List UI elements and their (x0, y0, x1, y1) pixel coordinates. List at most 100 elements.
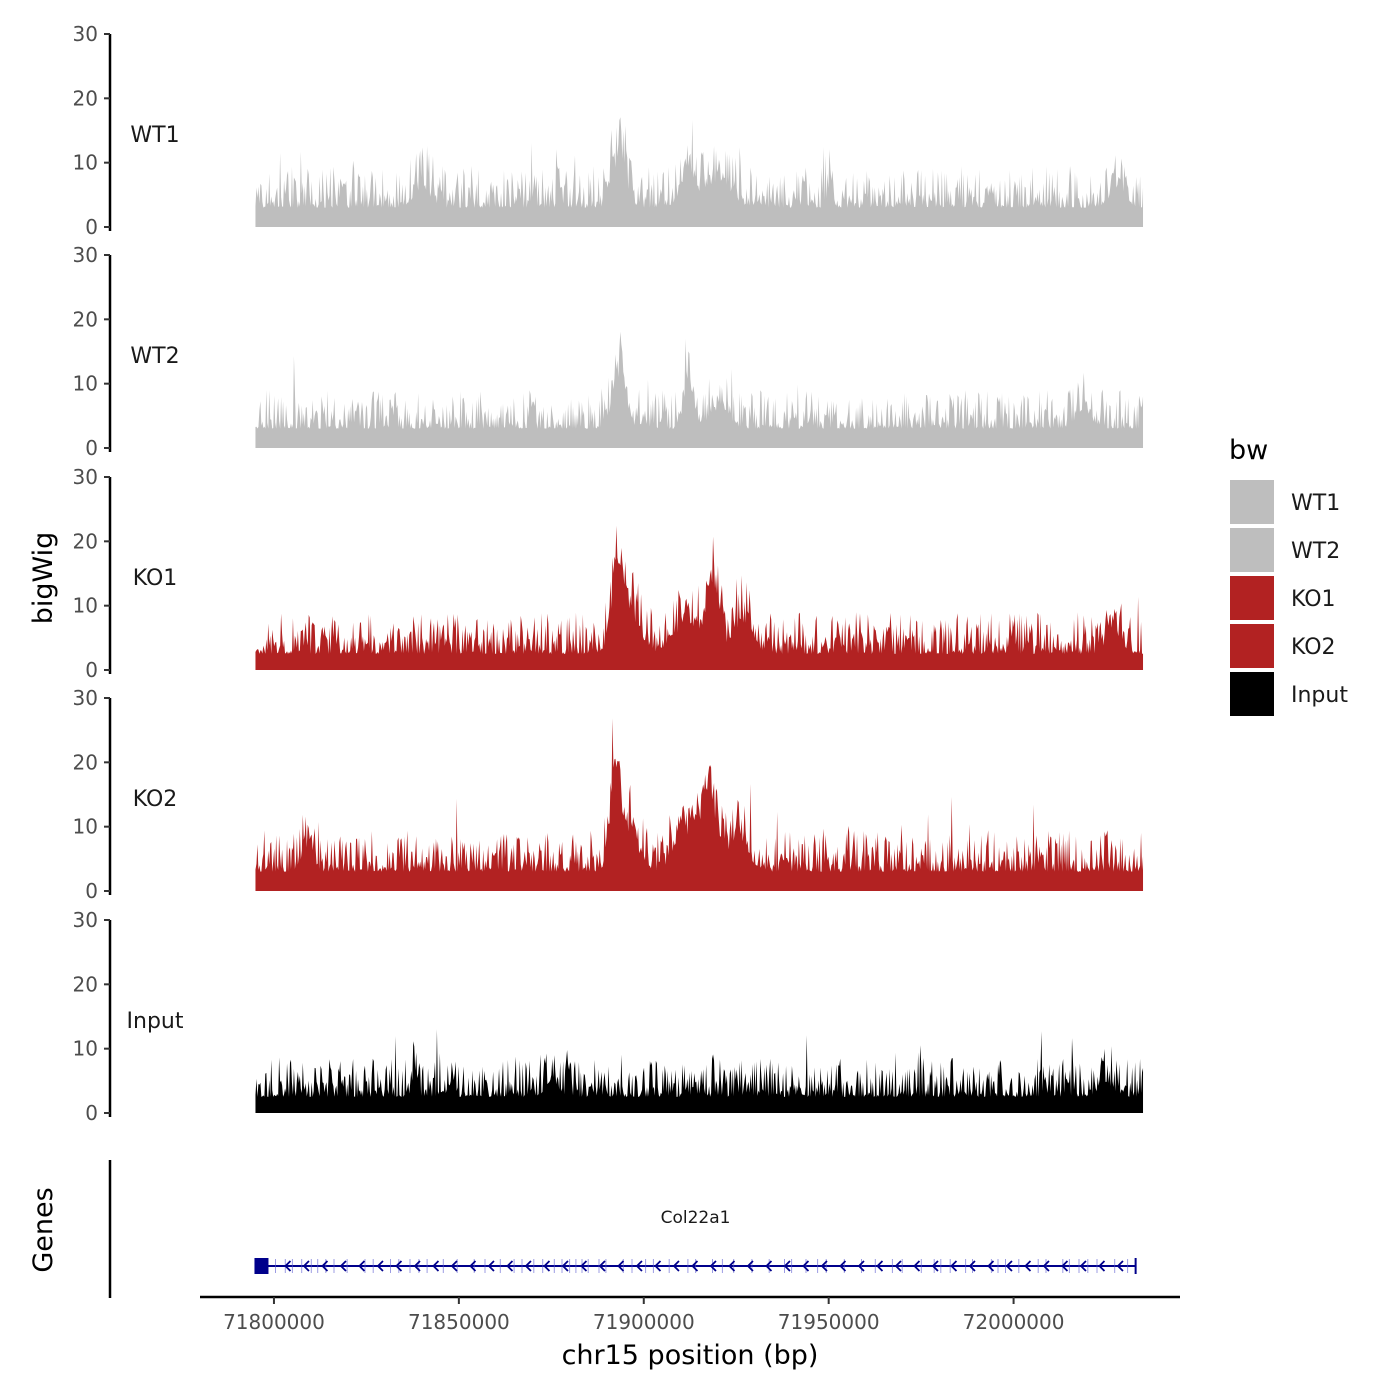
x-tick-label: 71950000 (778, 1310, 880, 1334)
strand-arrow-icon (598, 1260, 606, 1272)
y-tick-label: 20 (73, 750, 98, 774)
track-wt1: 0 10 20 30 WT1 (73, 22, 1144, 239)
strand-arrow-icon (395, 1260, 403, 1272)
legend-title: bw (1229, 435, 1268, 466)
gene-track: Col22a1 (108, 1160, 1137, 1298)
strand-arrow-icon (820, 1260, 828, 1272)
legend-swatch (1230, 624, 1274, 668)
signal-area-ko2 (255, 718, 1144, 891)
y-tick-label: 10 (73, 1037, 98, 1061)
x-tick-label: 71850000 (408, 1310, 510, 1334)
strand-arrow-icon (1061, 1260, 1069, 1272)
y-tick-label: 0 (85, 1101, 98, 1125)
legend-label: WT2 (1291, 539, 1340, 564)
strand-arrow-icon (413, 1260, 421, 1272)
strand-arrow-icon (968, 1260, 976, 1272)
y-tick-label: 10 (73, 815, 98, 839)
legend-item-wt2: WT2 (1230, 528, 1340, 572)
strand-arrow-icon (913, 1260, 921, 1272)
strand-arrow-icon (857, 1260, 865, 1272)
strand-arrow-icon (487, 1260, 495, 1272)
y-tick-label: 30 (73, 908, 98, 932)
legend-label: WT1 (1291, 491, 1340, 516)
strand-arrow-icon (691, 1260, 699, 1272)
y-tick-label: 0 (85, 436, 98, 460)
strand-arrow-icon (950, 1260, 958, 1272)
signal-area-wt1 (255, 117, 1144, 227)
y-tick-label: 0 (85, 879, 98, 903)
signal-area-input (255, 1029, 1144, 1113)
y-tick-label: 30 (73, 243, 98, 267)
strand-arrow-icon (543, 1260, 551, 1272)
legend-label: KO1 (1291, 587, 1336, 612)
strand-arrow-icon (654, 1260, 662, 1272)
strand-arrow-icon (709, 1260, 717, 1272)
strand-arrow-icon (876, 1260, 884, 1272)
strand-arrow-icon (672, 1260, 680, 1272)
strand-arrow-icon (802, 1260, 810, 1272)
strand-arrow-icon (450, 1260, 458, 1272)
y-axis-title: bigWig (28, 532, 59, 625)
track-label: WT1 (130, 123, 179, 148)
legend-item-wt1: WT1 (1230, 480, 1340, 524)
y-tick-label: 20 (73, 86, 98, 110)
y-tick-label: 30 (73, 465, 98, 489)
legend-swatch (1230, 576, 1274, 620)
strand-arrow-icon (432, 1260, 440, 1272)
strand-arrow-icon (931, 1260, 939, 1272)
strand-arrow-icon (580, 1260, 588, 1272)
strand-arrow-icon (284, 1260, 292, 1272)
legend-swatch (1230, 480, 1274, 524)
x-tick-label: 71800000 (223, 1310, 325, 1334)
track-ko2: 0 10 20 30 KO2 (73, 686, 1144, 903)
track-wt2: 0 10 20 30 WT2 (73, 243, 1144, 460)
strand-arrow-icon (524, 1260, 532, 1272)
y-tick-label: 30 (73, 686, 98, 710)
y-tick-label: 10 (73, 372, 98, 396)
y-tick-label: 10 (73, 151, 98, 175)
strand-arrow-icon (783, 1260, 791, 1272)
strand-arrow-icon (987, 1260, 995, 1272)
y-tick-label: 20 (73, 972, 98, 996)
strand-arrow-icon (376, 1260, 384, 1272)
track-label: WT2 (130, 344, 179, 369)
gene-name-label: Col22a1 (661, 1208, 731, 1228)
strand-arrow-icon (728, 1260, 736, 1272)
y-tick-label: 30 (73, 22, 98, 46)
track-input: 0 10 20 30 Input (73, 908, 1144, 1125)
strand-arrow-icon (894, 1260, 902, 1272)
signal-area-ko1 (255, 525, 1144, 670)
strand-arrow-icon (302, 1260, 310, 1272)
y-tick-label: 20 (73, 529, 98, 553)
strand-arrow-icon (506, 1260, 514, 1272)
legend-item-input: Input (1230, 672, 1348, 716)
strand-arrow-icon (339, 1260, 347, 1272)
strand-arrow-icon (765, 1260, 773, 1272)
strand-arrow-icon (469, 1260, 477, 1272)
strand-arrow-icon (358, 1260, 366, 1272)
bigwig-tracks: 0 10 20 30 WT1 0 10 20 30 WT2 0 10 20 30 KO1 0 10 20 30 KO2… (73, 22, 1144, 1125)
legend-swatch (1230, 672, 1274, 716)
track-label: Input (127, 1009, 184, 1034)
x-axis-title: chr15 position (bp) (562, 1340, 819, 1371)
genes-axis-title: Genes (28, 1187, 59, 1272)
strand-arrow-icon (635, 1260, 643, 1272)
y-tick-label: 0 (85, 215, 98, 239)
strand-arrow-icon (321, 1260, 329, 1272)
strand-arrow-icon (839, 1260, 847, 1272)
x-tick-label: 72000000 (963, 1310, 1065, 1334)
legend-item-ko2: KO2 (1230, 624, 1336, 668)
legend-label: Input (1291, 683, 1348, 708)
strand-arrow-icon (1079, 1260, 1087, 1272)
y-tick-label: 0 (85, 658, 98, 682)
strand-arrow-icon (1042, 1260, 1050, 1272)
y-tick-label: 20 (73, 307, 98, 331)
strand-arrow-icon (1116, 1260, 1124, 1272)
legend-item-ko1: KO1 (1230, 576, 1336, 620)
track-label: KO2 (133, 787, 178, 812)
strand-arrow-icon (1005, 1260, 1013, 1272)
gene-col22a1: Col22a1 (254, 1208, 1137, 1274)
strand-arrow-icon (617, 1260, 625, 1272)
strand-arrow-icon (1024, 1260, 1032, 1272)
